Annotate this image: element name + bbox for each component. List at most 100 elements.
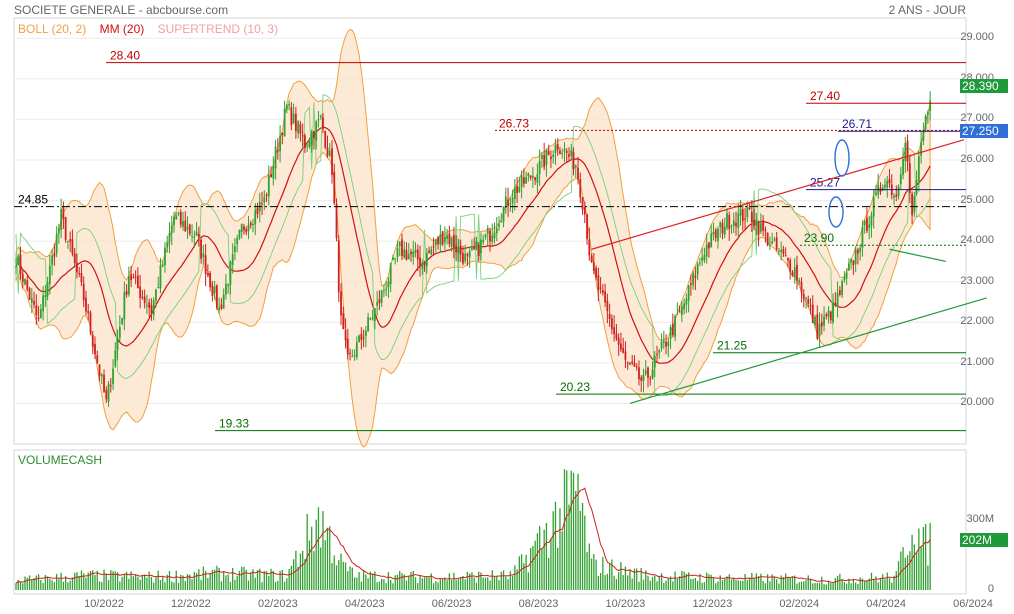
candle-body (714, 229, 717, 239)
candle-body (459, 245, 462, 255)
candle-body (570, 149, 573, 156)
candle-body (606, 300, 609, 312)
candle-body (572, 152, 575, 170)
candle-body (387, 281, 390, 288)
candle-body (732, 220, 735, 226)
candle-body (177, 212, 180, 214)
candle-body (838, 290, 841, 295)
candle-body (696, 264, 699, 275)
candle-body (292, 113, 295, 124)
candle-body (132, 277, 135, 279)
candle-body (401, 239, 403, 256)
candle-body (125, 290, 128, 295)
candle-body (245, 229, 248, 233)
candle-body (820, 321, 823, 327)
candle-body (920, 141, 923, 156)
candle-body (229, 261, 232, 285)
candle-body (419, 257, 421, 266)
candle-body (757, 221, 760, 235)
candle-body (620, 343, 622, 350)
candle-body (477, 244, 480, 256)
candle-body (317, 119, 320, 121)
candle-body (875, 192, 877, 196)
candle-body (134, 276, 137, 278)
candle-body (667, 341, 670, 347)
level-label: 26.71 (842, 117, 872, 131)
candle-body (378, 299, 381, 304)
candle-body (403, 249, 406, 258)
candle-body (383, 290, 385, 292)
candle-body (412, 251, 415, 258)
candle-body (836, 293, 839, 307)
candle-body (82, 283, 85, 301)
candle-body (703, 254, 706, 261)
price-tick-label: 29.000 (960, 31, 994, 44)
candle-body (173, 216, 175, 225)
chart-title: SOCIETE GENERALE - abcbourse.com (14, 3, 229, 17)
candle-body (629, 362, 631, 364)
candle-body (647, 367, 649, 378)
moving-average-line (15, 126, 931, 364)
candle-body (604, 291, 607, 303)
level-label: 20.23 (560, 380, 590, 394)
candle-body (342, 313, 345, 330)
candle-body (276, 149, 279, 152)
candle-body (410, 251, 412, 255)
volume-tick-label: 0 (987, 583, 994, 595)
chart-period[interactable]: 2 ANS - JOUR (888, 3, 966, 17)
candle-body (380, 290, 383, 303)
candle-body (130, 274, 133, 281)
candle-body (118, 326, 121, 338)
price-tick-label: 24.000 (960, 234, 994, 247)
date-tick-label: 06/2023 (431, 598, 472, 610)
candle-body (929, 100, 932, 112)
candle-body (60, 209, 63, 230)
candle-body (450, 237, 453, 247)
candle-body (166, 242, 169, 248)
candle-body (764, 229, 767, 231)
candle-body (507, 199, 509, 207)
level-label: 21.25 (717, 339, 747, 353)
candle-body (500, 221, 503, 223)
candle-body (394, 258, 397, 260)
price-tick-label: 26.000 (960, 153, 994, 165)
candle-body (768, 245, 771, 247)
candle-body (635, 366, 638, 368)
candle-body (631, 361, 634, 364)
candle-body (44, 295, 47, 297)
candle-body (737, 213, 740, 228)
candle-body (351, 356, 354, 358)
candle-body (197, 234, 200, 238)
candle-body (565, 150, 568, 153)
candle-body (161, 264, 164, 267)
candle-body (728, 214, 731, 230)
candle-body (660, 341, 663, 349)
candle-body (141, 296, 144, 298)
candle-body (678, 311, 681, 313)
candle-body (473, 247, 476, 250)
legend-supertrend: SUPERTREND (10, 3) (157, 22, 279, 36)
candle-body (123, 292, 126, 320)
candle-body (843, 276, 846, 281)
candle-body (33, 300, 35, 305)
candle-body (694, 275, 697, 278)
candle-body (561, 152, 564, 155)
price-tick-label: 23.000 (960, 274, 994, 287)
level-label: 24.85 (18, 193, 48, 207)
candle-body (841, 281, 844, 295)
candle-body (552, 154, 555, 157)
candle-body (680, 306, 683, 315)
resistance-price-tag: 28.390 (960, 79, 1008, 93)
candle-body (717, 228, 719, 241)
candle-body (638, 367, 640, 380)
candle-body (231, 254, 234, 265)
candle-body (568, 154, 570, 157)
candle-body (96, 355, 99, 363)
candle-body (550, 156, 552, 160)
candle-body (489, 230, 491, 242)
candle-body (538, 160, 541, 174)
legend-boll: BOLL (20, 2) (18, 22, 87, 36)
candle-body (30, 298, 33, 303)
candle-body (601, 290, 604, 293)
